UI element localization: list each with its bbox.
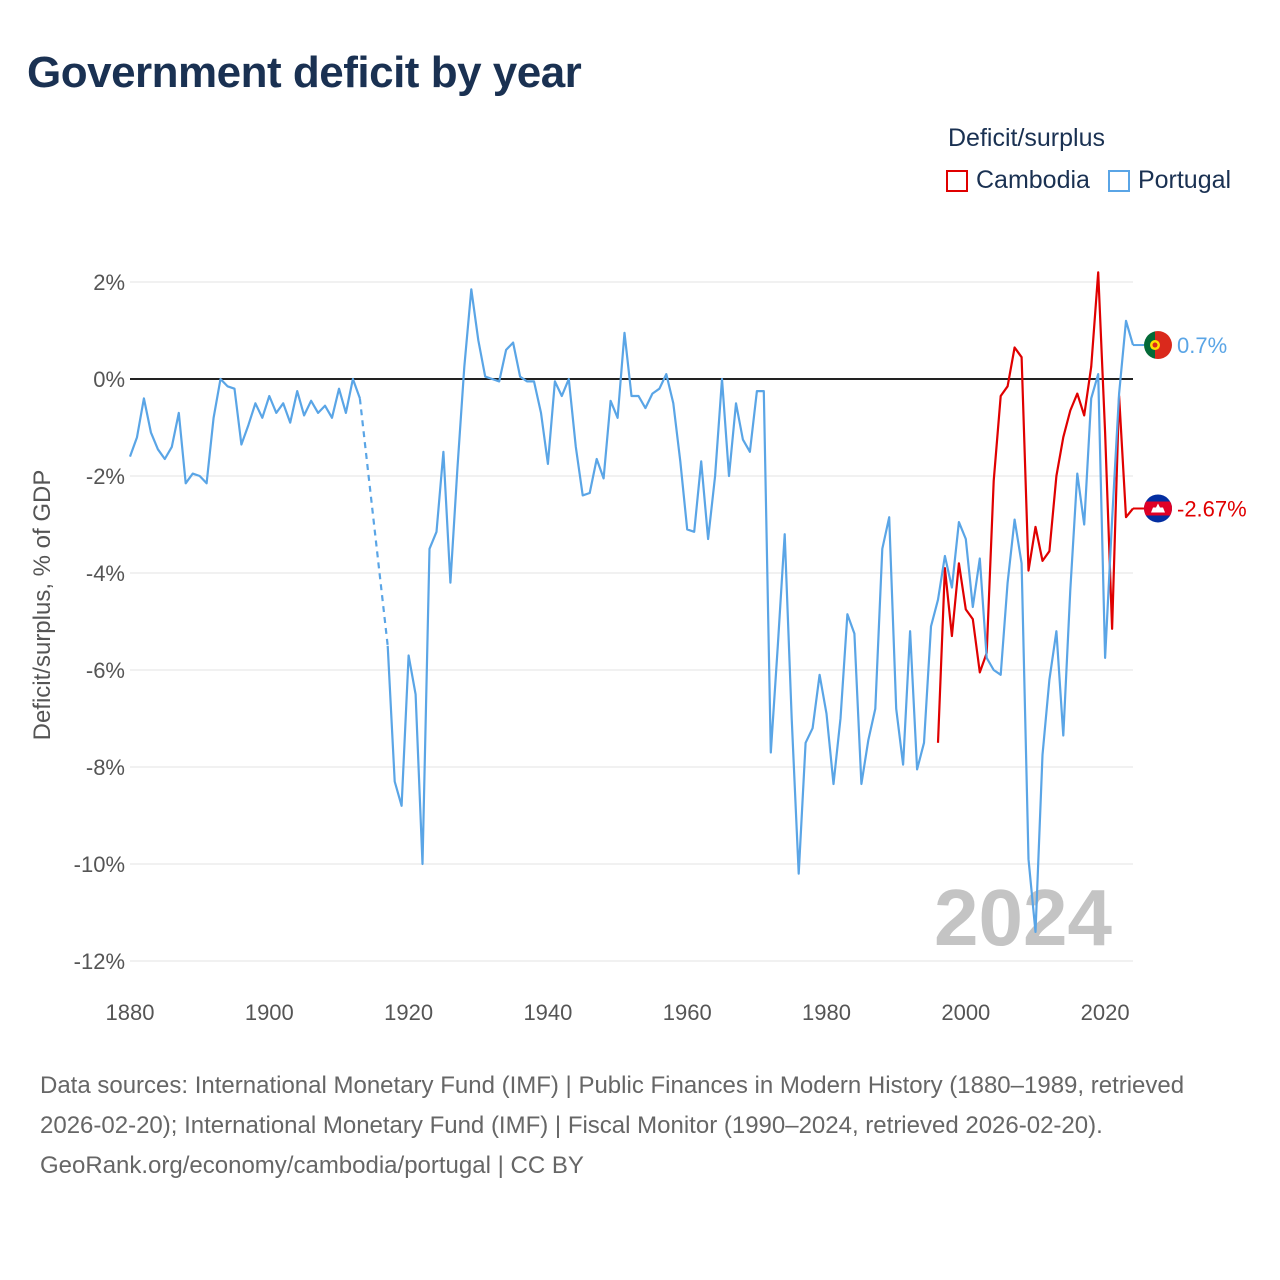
y-axis-ticks: 2% 0% -2% -4% -6% -8% -10% -12% [74,270,125,974]
y-tick-label: 0% [93,367,125,392]
x-tick-label: 2000 [941,1000,990,1025]
end-labels: 0.7% -2.67% [1133,331,1247,523]
line-chart: 2% 0% -2% -4% -6% -8% -10% -12% 1880 1900 1920 194… [29,270,1247,1025]
portugal-flag-icon [1144,331,1172,360]
x-tick-label: 2020 [1081,1000,1130,1025]
x-tick-label: 1980 [802,1000,851,1025]
footer: Data sources: International Monetary Fun… [40,1066,1240,1186]
legend-title: Deficit/surplus [948,124,1105,152]
y-tick-label: -12% [74,949,125,974]
year-watermark: 2024 [934,873,1112,962]
x-axis-ticks: 1880 1900 1920 1940 1960 1980 2000 2020 [106,1000,1130,1025]
gridlines [130,281,1133,962]
chart-title: Government deficit by year [27,48,582,97]
legend-label-portugal: Portugal [1137,166,1232,194]
legend-item-cambodia[interactable]: Cambodia [946,166,1090,195]
series-line-portugal [128,377,361,485]
legend-swatch-portugal [1107,169,1130,192]
x-tick-label: 1960 [663,1000,712,1025]
x-tick-label: 1920 [384,1000,433,1025]
y-tick-label: -10% [74,852,125,877]
legend-item-portugal[interactable]: Portugal [1107,166,1232,195]
legend-swatch-cambodia [946,169,968,192]
y-tick-label: -4% [86,561,125,586]
series-lines [128,271,1135,934]
series-line-cambodia [936,271,1134,743]
y-tick-label: -8% [86,755,125,780]
x-tick-label: 1940 [523,1000,572,1025]
series-line-portugal [386,288,1135,934]
legend: Cambodia Portugal [946,166,1249,195]
end-label-portugal: 0.7% [1177,333,1227,358]
attribution-link[interactable]: GeoRank.org/economy/cambodia/portugal | … [40,1152,584,1179]
end-label-cambodia: -2.67% [1177,496,1247,521]
cambodia-flag-icon [1144,494,1172,523]
y-tick-label: 2% [93,270,125,295]
x-tick-label: 1880 [106,1000,155,1025]
data-sources: Data sources: International Monetary Fun… [40,1072,1185,1139]
y-axis-label: Deficit/surplus, % of GDP [29,470,56,741]
y-tick-label: -6% [86,658,125,683]
legend-label-cambodia: Cambodia [976,166,1090,194]
x-tick-label: 1900 [245,1000,294,1025]
y-tick-label: -2% [86,464,125,489]
series-gap-portugal [358,398,389,646]
